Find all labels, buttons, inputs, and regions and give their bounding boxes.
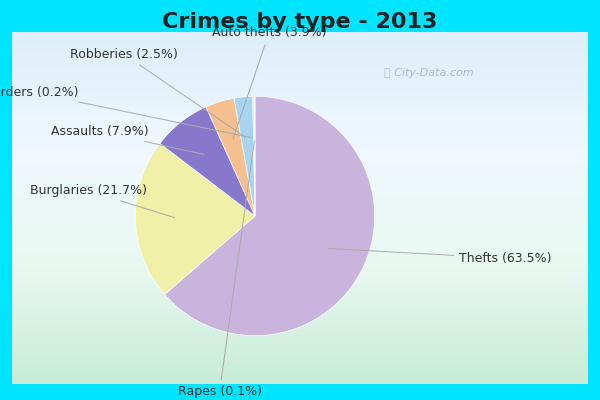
Text: Assaults (7.9%): Assaults (7.9%) (51, 125, 204, 154)
Text: Rapes (0.1%): Rapes (0.1%) (178, 141, 262, 398)
Wedge shape (254, 96, 255, 216)
Text: Thefts (63.5%): Thefts (63.5%) (329, 248, 551, 265)
Text: ⓘ City-Data.com: ⓘ City-Data.com (383, 68, 473, 78)
Wedge shape (136, 144, 255, 294)
Text: Robberies (2.5%): Robberies (2.5%) (70, 48, 245, 137)
Text: Burglaries (21.7%): Burglaries (21.7%) (30, 184, 175, 218)
Wedge shape (206, 98, 255, 216)
Wedge shape (253, 96, 255, 216)
Text: Murders (0.2%): Murders (0.2%) (0, 86, 251, 138)
Text: Auto thefts (3.9%): Auto thefts (3.9%) (212, 26, 326, 139)
Wedge shape (160, 107, 255, 216)
Wedge shape (164, 96, 374, 336)
Text: Crimes by type - 2013: Crimes by type - 2013 (163, 12, 437, 32)
Wedge shape (234, 96, 255, 216)
